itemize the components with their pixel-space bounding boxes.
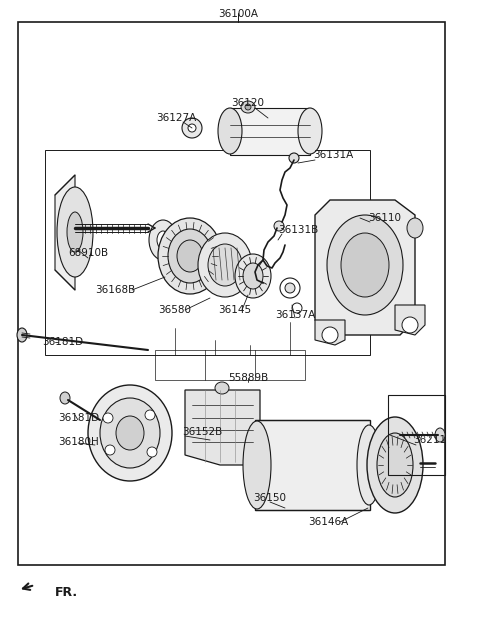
Ellipse shape [158,218,222,294]
Bar [388,395,445,475]
Text: 36145: 36145 [218,305,252,315]
Ellipse shape [245,104,251,110]
Ellipse shape [100,398,160,468]
Ellipse shape [285,283,295,293]
Text: 36168B: 36168B [95,285,135,295]
Ellipse shape [88,385,172,481]
Text: 36181D: 36181D [58,413,99,423]
Text: 36137A: 36137A [275,310,315,320]
Ellipse shape [292,303,302,313]
Ellipse shape [377,433,413,497]
Text: 36131A: 36131A [313,150,353,160]
Ellipse shape [67,212,83,252]
Text: 36120: 36120 [231,98,264,108]
Polygon shape [315,320,345,345]
Text: 36150: 36150 [253,493,287,503]
Ellipse shape [357,425,381,505]
Ellipse shape [274,221,284,231]
Text: 36131B: 36131B [278,225,318,235]
Ellipse shape [168,229,212,283]
Ellipse shape [198,233,252,297]
Polygon shape [315,200,415,335]
Bar [230,108,310,155]
Ellipse shape [215,382,229,394]
Ellipse shape [298,108,322,154]
Ellipse shape [105,445,115,455]
Text: 36146A: 36146A [308,517,348,527]
Ellipse shape [188,124,196,132]
Text: 36580: 36580 [158,305,192,315]
Bar [255,420,370,510]
Ellipse shape [145,410,155,420]
Bar [45,150,370,355]
Ellipse shape [407,218,423,238]
Ellipse shape [57,187,93,277]
Polygon shape [395,305,425,335]
Ellipse shape [435,428,445,442]
Ellipse shape [235,254,271,298]
Text: 68910B: 68910B [68,248,108,258]
Text: FR.: FR. [55,585,78,598]
Ellipse shape [402,317,418,333]
Ellipse shape [218,108,242,154]
Ellipse shape [341,233,389,297]
Ellipse shape [289,153,299,163]
Text: 55889B: 55889B [228,373,268,383]
Text: 36110: 36110 [368,213,401,223]
Ellipse shape [243,421,271,509]
Ellipse shape [243,263,263,289]
Text: 36152B: 36152B [182,427,222,437]
Ellipse shape [327,215,403,315]
Bar [18,22,445,565]
Ellipse shape [147,447,157,457]
Ellipse shape [157,231,169,249]
Text: 36100A: 36100A [218,9,258,19]
Text: 36127A: 36127A [156,113,196,123]
Ellipse shape [149,220,177,260]
Text: 36180H: 36180H [58,437,99,447]
Text: 36181D: 36181D [42,337,83,347]
Ellipse shape [17,328,27,342]
Ellipse shape [241,101,255,113]
Ellipse shape [60,392,70,404]
Ellipse shape [208,244,242,286]
Polygon shape [185,390,260,465]
Ellipse shape [182,118,202,138]
Ellipse shape [116,416,144,450]
Ellipse shape [322,327,338,343]
Polygon shape [55,175,75,290]
Bar [155,350,305,380]
Ellipse shape [177,240,203,272]
Ellipse shape [280,278,300,298]
Text: 36211: 36211 [413,435,446,445]
Ellipse shape [367,417,423,513]
Ellipse shape [103,413,113,423]
